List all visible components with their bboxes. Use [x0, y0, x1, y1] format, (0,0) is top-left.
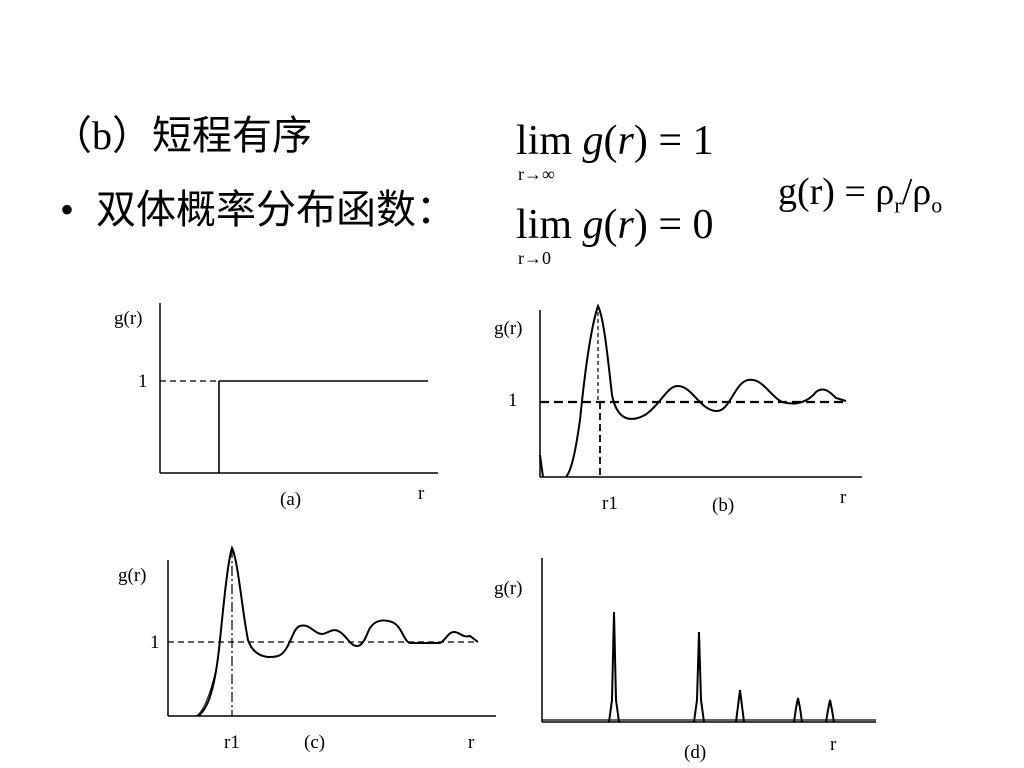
- variable: r: [617, 202, 634, 248]
- open-paren: (: [603, 118, 618, 164]
- limit-subscript: r→0: [518, 248, 551, 268]
- limit-formula-infinity: lim g(r) = 1 r→∞: [516, 118, 714, 184]
- density-ratio-formula: g(r) = ρr/ρo: [778, 170, 942, 228]
- limit-value: = 0: [658, 202, 714, 248]
- peak-5: [825, 699, 835, 723]
- one-label: 1: [508, 390, 518, 411]
- close-paren: ): [633, 202, 648, 248]
- open-paren: (: [603, 202, 618, 248]
- bullet-marker: •: [60, 187, 75, 232]
- y-label: g(r): [494, 578, 522, 599]
- x-label: r: [418, 483, 425, 504]
- caption: (a): [280, 489, 301, 510]
- bullet-text: 双体概率分布函数：: [96, 187, 456, 232]
- ratio-slash-rho: /ρ: [901, 171, 932, 213]
- ratio-sub-o: o: [931, 192, 943, 218]
- lim-operator: lim: [516, 202, 573, 248]
- x-label: r: [840, 487, 847, 508]
- x-label: r: [830, 734, 837, 755]
- peak-4: [793, 697, 803, 723]
- y-label: g(r): [118, 565, 146, 586]
- curve: [539, 303, 847, 478]
- peak-3: [735, 689, 745, 723]
- section-heading: （b）短程有序: [52, 113, 312, 158]
- peak-1: [608, 611, 620, 723]
- bullet-line: • 双体概率分布函数：: [60, 186, 456, 234]
- y-label: g(r): [114, 308, 142, 329]
- curve-rise-thin: [195, 659, 219, 717]
- r1-label: r1: [224, 732, 240, 753]
- x-label: r: [468, 732, 475, 753]
- variable: r: [617, 118, 634, 164]
- one-label: 1: [138, 371, 148, 392]
- limit-formula-zero: lim g(r) = 0 r→0: [516, 202, 714, 268]
- function-name: g: [582, 202, 604, 248]
- r1-label: r1: [602, 493, 618, 514]
- y-label: g(r): [494, 318, 522, 339]
- limit-value: = 1: [658, 118, 714, 164]
- ratio-lhs: g(r) = ρ: [778, 171, 895, 213]
- one-label: 1: [150, 632, 160, 653]
- caption: (b): [712, 495, 734, 516]
- close-paren: ): [633, 118, 648, 164]
- function-name: g: [582, 118, 604, 164]
- lim-operator: lim: [516, 118, 573, 164]
- caption: (d): [684, 742, 706, 763]
- caption: (c): [304, 732, 325, 753]
- limit-subscript: r→∞: [518, 164, 555, 184]
- peak-2: [693, 631, 705, 723]
- ratio-sub-r: r: [894, 192, 902, 218]
- curve: [197, 545, 479, 717]
